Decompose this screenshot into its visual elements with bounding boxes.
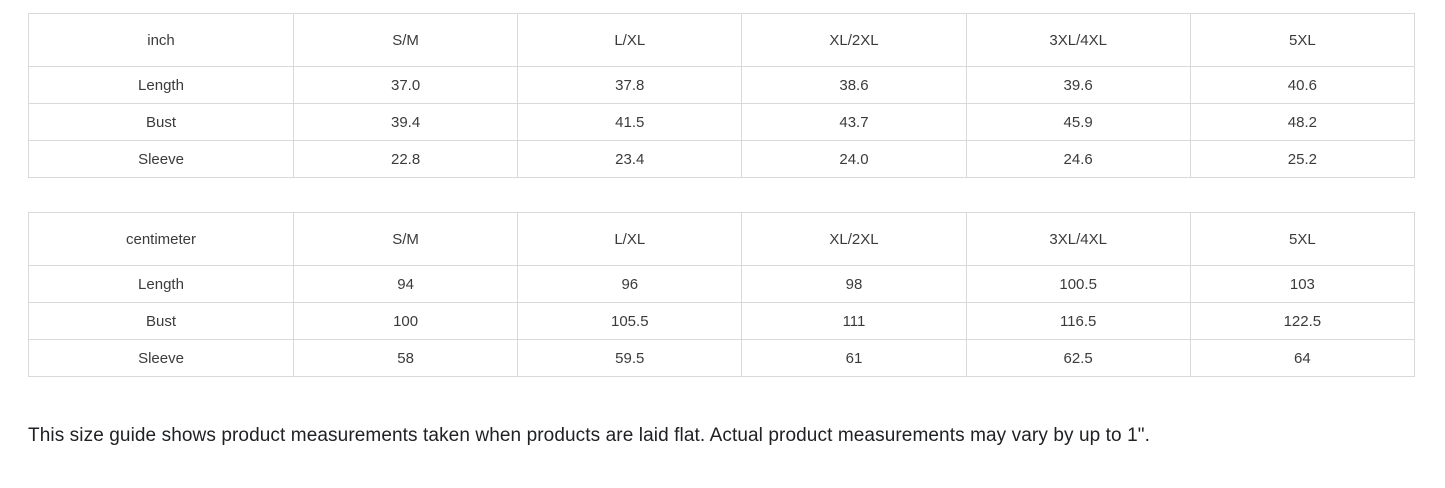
measurement-cell: 122.5 xyxy=(1189,302,1416,340)
measurement-cell: 94 xyxy=(292,265,519,303)
measurement-cell: 38.6 xyxy=(741,66,967,104)
column-header: 5XL xyxy=(1189,13,1416,67)
measurement-cell: 23.4 xyxy=(517,140,743,178)
table-row: Bust 100 105.5 111 116.5 122.5 xyxy=(28,302,1416,340)
measurement-cell: 40.6 xyxy=(1189,66,1416,104)
column-header: 5XL xyxy=(1189,212,1416,266)
table-row: Length 94 96 98 100.5 103 xyxy=(28,265,1416,303)
measurement-cell: 37.0 xyxy=(292,66,519,104)
unit-label: centimeter xyxy=(28,212,294,266)
table-row: Bust 39.4 41.5 43.7 45.9 48.2 xyxy=(28,103,1416,141)
measurement-cell: 59.5 xyxy=(517,339,743,377)
measurement-cell: 105.5 xyxy=(517,302,743,340)
measurement-cell: 45.9 xyxy=(965,103,1191,141)
measurement-cell: 48.2 xyxy=(1189,103,1416,141)
row-label: Bust xyxy=(28,103,294,141)
row-label: Bust xyxy=(28,302,294,340)
table-header-row: inch S/M L/XL XL/2XL 3XL/4XL 5XL xyxy=(28,13,1416,67)
size-table-centimeter: centimeter S/M L/XL XL/2XL 3XL/4XL 5XL L… xyxy=(28,212,1416,377)
measurement-cell: 100 xyxy=(292,302,519,340)
row-label: Sleeve xyxy=(28,339,294,377)
measurement-cell: 98 xyxy=(741,265,967,303)
measurement-cell: 116.5 xyxy=(965,302,1191,340)
size-guide-note: This size guide shows product measuremen… xyxy=(28,425,1150,446)
column-header: L/XL xyxy=(517,13,743,67)
measurement-cell: 111 xyxy=(741,302,967,340)
measurement-cell: 64 xyxy=(1189,339,1416,377)
measurement-cell: 39.4 xyxy=(292,103,519,141)
measurement-cell: 61 xyxy=(741,339,967,377)
table-header-row: centimeter S/M L/XL XL/2XL 3XL/4XL 5XL xyxy=(28,212,1416,266)
table-row: Sleeve 58 59.5 61 62.5 64 xyxy=(28,339,1416,377)
measurement-cell: 43.7 xyxy=(741,103,967,141)
size-table-inch: inch S/M L/XL XL/2XL 3XL/4XL 5XL Length … xyxy=(28,13,1416,178)
column-header: S/M xyxy=(292,212,519,266)
measurement-cell: 37.8 xyxy=(517,66,743,104)
measurement-cell: 100.5 xyxy=(965,265,1191,303)
measurement-cell: 25.2 xyxy=(1189,140,1416,178)
unit-label: inch xyxy=(28,13,294,67)
row-label: Sleeve xyxy=(28,140,294,178)
column-header: 3XL/4XL xyxy=(965,212,1191,266)
row-label: Length xyxy=(28,66,294,104)
measurement-cell: 58 xyxy=(292,339,519,377)
table-row: Length 37.0 37.8 38.6 39.6 40.6 xyxy=(28,66,1416,104)
column-header: XL/2XL xyxy=(741,13,967,67)
column-header: 3XL/4XL xyxy=(965,13,1191,67)
measurement-cell: 24.0 xyxy=(741,140,967,178)
measurement-cell: 39.6 xyxy=(965,66,1191,104)
column-header: S/M xyxy=(292,13,519,67)
row-label: Length xyxy=(28,265,294,303)
measurement-cell: 62.5 xyxy=(965,339,1191,377)
measurement-cell: 96 xyxy=(517,265,743,303)
measurement-cell: 24.6 xyxy=(965,140,1191,178)
measurement-cell: 22.8 xyxy=(292,140,519,178)
measurement-cell: 41.5 xyxy=(517,103,743,141)
column-header: L/XL xyxy=(517,212,743,266)
table-row: Sleeve 22.8 23.4 24.0 24.6 25.2 xyxy=(28,140,1416,178)
column-header: XL/2XL xyxy=(741,212,967,266)
measurement-cell: 103 xyxy=(1189,265,1416,303)
